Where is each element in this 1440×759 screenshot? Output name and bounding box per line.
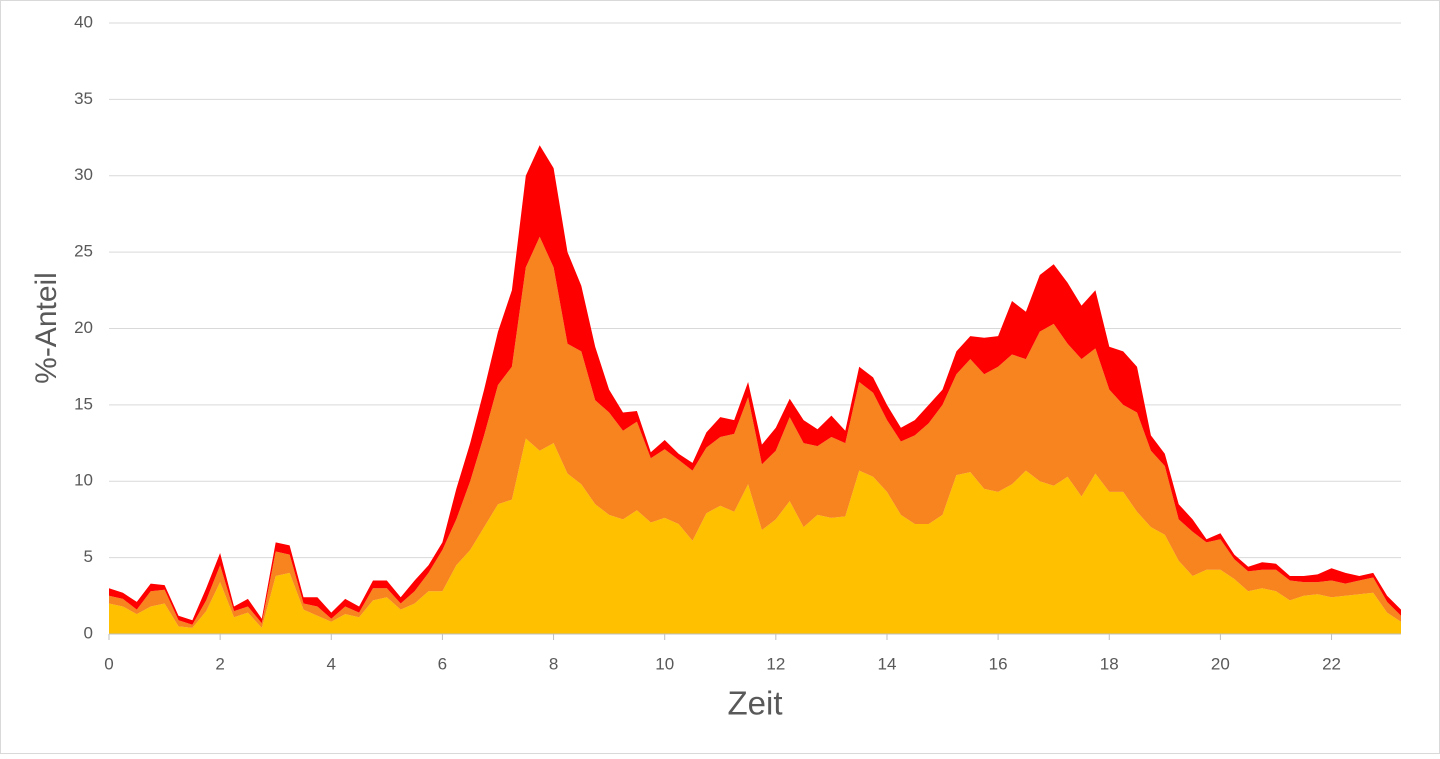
area <box>109 438 1401 634</box>
x-tick-label: 2 <box>215 654 224 673</box>
y-tick-label: 20 <box>74 318 93 337</box>
x-axis-title: Zeit <box>727 685 782 722</box>
y-tick-label: 15 <box>74 394 93 413</box>
y-tick-label: 5 <box>84 547 93 566</box>
x-tick-label: 22 <box>1322 654 1341 673</box>
y-axis-title: %-Anteil <box>30 272 63 384</box>
x-tick-label: 18 <box>1100 654 1119 673</box>
y-tick-label: 30 <box>74 165 93 184</box>
x-tick-label: 0 <box>104 654 113 673</box>
y-tick-label: 10 <box>74 471 93 490</box>
area <box>109 236 1401 628</box>
x-tick-label: 6 <box>438 654 447 673</box>
x-tick-label: 16 <box>989 654 1008 673</box>
x-tick-label: 12 <box>766 654 785 673</box>
y-tick-label: 35 <box>74 89 93 108</box>
y-tick-label: 0 <box>84 623 93 642</box>
y-tick-label: 25 <box>74 242 93 261</box>
x-tick-label: 8 <box>549 654 558 673</box>
x-tick-label: 10 <box>655 654 674 673</box>
y-tick-label: 40 <box>74 12 93 31</box>
x-tick-label: 14 <box>878 654 897 673</box>
x-tick-label: 4 <box>327 654 336 673</box>
x-tick-label: 20 <box>1211 654 1230 673</box>
